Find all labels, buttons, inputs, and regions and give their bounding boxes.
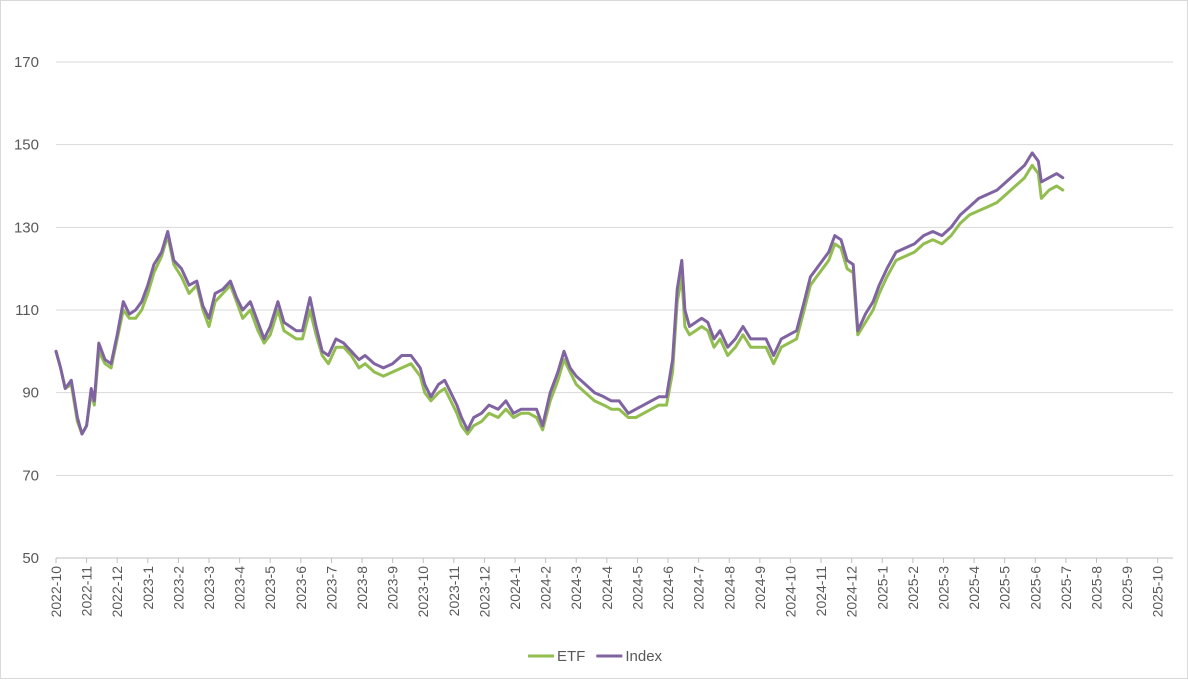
x-tick-label: 2024-10 (782, 566, 798, 618)
gridlines (56, 61, 1173, 559)
x-tick-label: 2023-7 (323, 566, 339, 610)
x-tick-label: 2023-5 (262, 566, 278, 610)
x-tick-label: 2025-1 (874, 566, 890, 610)
x-tick-label: 2025-7 (1058, 566, 1074, 610)
x-tick-label: 2023-8 (354, 566, 370, 610)
x-tick-label: 2024-12 (844, 566, 860, 618)
x-tick-label: 2024-3 (568, 566, 584, 610)
y-tick-label: 170 (14, 54, 39, 71)
x-tick-label: 2025-8 (1088, 566, 1104, 610)
x-tick-label: 2024-9 (752, 566, 768, 610)
y-tick-label: 130 (14, 219, 39, 236)
x-tick-label: 2024-8 (721, 566, 737, 610)
x-tick-label: 2022-10 (48, 566, 64, 618)
x-tick-label: 2023-12 (476, 566, 492, 618)
series-lines (54, 151, 1065, 436)
y-axis-tick-labels: 50 70 90 110 130 150 170 (14, 54, 39, 567)
x-tick-label: 2022-11 (79, 566, 95, 617)
y-tick-label: 110 (15, 302, 39, 319)
y-tick-label: 70 (22, 467, 39, 484)
x-tick-label: 2023-11 (446, 566, 462, 617)
x-tick-label: 2023-10 (415, 566, 431, 618)
x-tick-label: 2025-9 (1119, 566, 1135, 610)
x-axis-tick-labels: 2022-10 2022-11 2022-12 2023-1 2023-2 2023-3 2… (48, 558, 1166, 617)
x-tick-label: 2025-5 (997, 566, 1013, 610)
series-line-index (54, 151, 1065, 436)
x-tick-label: 2022-12 (109, 566, 125, 618)
x-tick-label: 2024-5 (629, 566, 645, 610)
x-tick-label: 2024-2 (538, 566, 554, 610)
x-tick-label: 2025-10 (1150, 566, 1166, 618)
x-tick-label: 2023-6 (293, 566, 309, 610)
y-tick-label: 50 (22, 550, 39, 567)
x-tick-label: 2024-6 (660, 566, 676, 610)
y-tick-label: 90 (22, 385, 39, 402)
series-line-etf (54, 163, 1065, 436)
legend: ETF Index (528, 648, 663, 665)
x-tick-label: 2023-2 (170, 566, 186, 610)
x-tick-label: 2023-1 (140, 566, 156, 610)
x-tick-label: 2025-2 (905, 566, 921, 610)
x-tick-label: 2024-7 (691, 566, 707, 610)
x-tick-label: 2024-11 (813, 566, 829, 617)
y-tick-label: 150 (14, 137, 39, 154)
x-tick-label: 2024-4 (599, 566, 615, 610)
x-tick-label: 2023-3 (201, 566, 217, 610)
x-tick-label: 2025-3 (935, 566, 951, 610)
x-tick-label: 2024-1 (507, 566, 523, 610)
x-tick-label: 2025-4 (966, 566, 982, 610)
x-tick-label: 2025-6 (1027, 566, 1043, 610)
legend-label-etf: ETF (557, 648, 585, 665)
legend-label-index: Index (625, 648, 662, 665)
x-tick-label: 2023-9 (385, 566, 401, 610)
x-tick-label: 2023-4 (232, 566, 248, 610)
